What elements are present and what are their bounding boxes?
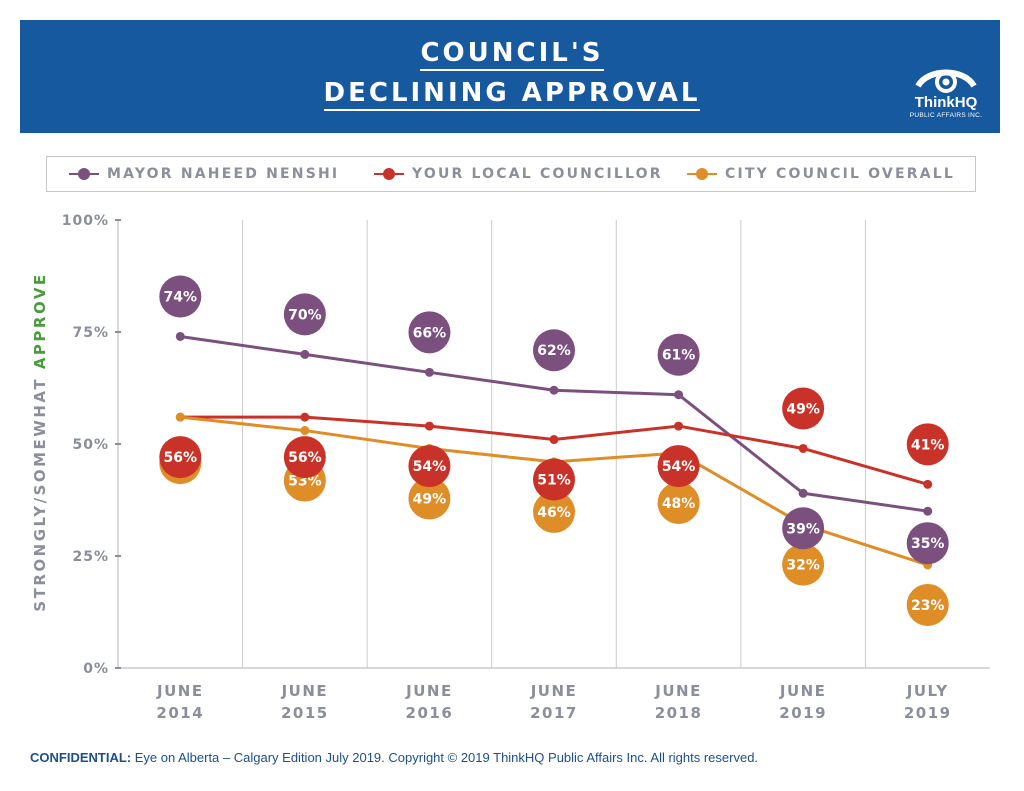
chart-legend: MAYOR NAHEED NENSHI YOUR LOCAL COUNCILLO…: [46, 156, 976, 192]
data-label-bubble: [533, 458, 575, 501]
footer-copyright: CONFIDENTIAL: Eye on Alberta – Calgary E…: [30, 750, 758, 765]
x-tick-label: JUNE: [405, 682, 453, 700]
data-label: 70%: [288, 307, 322, 323]
data-point: [923, 506, 933, 516]
data-label: 61%: [662, 348, 696, 364]
data-label: 54%: [662, 459, 696, 475]
data-label: 56%: [288, 450, 322, 466]
data-label-bubble: [283, 293, 326, 336]
data-label-bubble: [159, 436, 202, 479]
data-label: 49%: [786, 401, 820, 417]
footer-text: Eye on Alberta – Calgary Edition July 20…: [134, 750, 759, 765]
x-tick-label: JUNE: [530, 682, 578, 700]
x-tick-label: 2014: [156, 704, 204, 722]
data-label-bubble: [657, 445, 700, 488]
title-line-1: COUNCIL'S: [0, 38, 1024, 71]
data-point: [175, 331, 185, 341]
data-point: [798, 488, 808, 498]
logo-wordmark: ThinkHQ: [914, 94, 978, 111]
data-point: [300, 412, 310, 422]
y-tick-label: 75%: [72, 325, 109, 341]
data-label: 46%: [537, 505, 571, 521]
data-label: 35%: [911, 536, 945, 552]
data-label-bubble: [533, 329, 575, 372]
data-point: [175, 412, 185, 422]
y-tick-label: 50%: [72, 437, 109, 453]
data-label-bubble: [408, 445, 451, 488]
data-label-bubble: [657, 481, 700, 524]
data-point: [424, 367, 434, 377]
data-label: 66%: [413, 325, 447, 341]
x-tick-label: 2018: [655, 704, 703, 722]
y-tick-label: 100%: [62, 213, 109, 229]
data-point: [798, 443, 808, 453]
data-label: 54%: [413, 459, 447, 475]
x-tick-label: JUNE: [779, 682, 827, 700]
data-label-bubble: [906, 423, 949, 466]
data-label-bubble: [782, 387, 825, 430]
legend-item-mayor: MAYOR NAHEED NENSHI: [69, 157, 339, 191]
x-tick-label: 2015: [281, 704, 329, 722]
header-banner: [20, 20, 1000, 133]
data-label: 32%: [786, 558, 820, 574]
data-point: [424, 421, 434, 431]
logo-subtext: PUBLIC AFFAIRS INC.: [909, 112, 983, 119]
x-tick-label: JUNE: [654, 682, 702, 700]
data-label: 23%: [911, 598, 945, 614]
data-label-bubble: [408, 311, 451, 354]
thinkhq-logo: ThinkHQ PUBLIC AFFAIRS INC.: [906, 62, 986, 126]
data-label-bubble: [533, 490, 575, 533]
x-tick-label: JUNE: [156, 682, 204, 700]
x-tick-label: 2016: [406, 704, 454, 722]
data-point: [674, 390, 684, 400]
data-point: [674, 421, 684, 431]
data-label-bubble: [657, 333, 700, 376]
x-tick-label: 2019: [904, 704, 952, 722]
legend-swatch-councillor: [374, 168, 404, 180]
legend-swatch-council: [687, 168, 717, 180]
x-tick-label: 2019: [779, 704, 827, 722]
y-tick-label: 0%: [83, 661, 109, 677]
data-label: 62%: [537, 343, 571, 359]
data-point: [300, 426, 310, 436]
data-label: 49%: [413, 491, 447, 507]
legend-label-mayor: MAYOR NAHEED NENSHI: [107, 166, 340, 182]
data-label-bubble: [408, 477, 451, 520]
data-point: [549, 435, 559, 445]
data-label-bubble: [906, 583, 949, 626]
data-label-bubble: [782, 507, 825, 550]
data-point: [300, 349, 310, 359]
legend-item-councillor: YOUR LOCAL COUNCILLOR: [374, 157, 663, 191]
y-tick-label: 25%: [72, 549, 109, 565]
data-point: [923, 479, 933, 489]
data-label-bubble: [283, 436, 326, 479]
data-label: 53%: [288, 474, 322, 490]
legend-label-councillor: YOUR LOCAL COUNCILLOR: [412, 166, 663, 182]
title-line-2: DECLINING APPROVAL: [0, 78, 1024, 111]
data-label: 39%: [786, 521, 820, 537]
x-tick-label: JULY: [906, 682, 949, 700]
data-label-bubble: [782, 543, 825, 586]
data-label: 56%: [164, 450, 198, 466]
x-tick-label: 2017: [530, 704, 578, 722]
data-label: 41%: [911, 437, 945, 453]
data-label-bubble: [906, 522, 949, 565]
legend-item-council: CITY COUNCIL OVERALL: [687, 157, 955, 191]
legend-swatch-mayor: [69, 168, 99, 180]
x-tick-label: JUNE: [281, 682, 329, 700]
footer-confidential-label: CONFIDENTIAL:: [30, 750, 132, 765]
data-label: 48%: [662, 496, 696, 512]
data-point: [549, 385, 559, 395]
data-label-bubble: [159, 275, 202, 318]
data-label: 51%: [537, 473, 571, 489]
eye-icon: [915, 69, 977, 93]
data-label: 74%: [164, 289, 198, 305]
legend-label-council: CITY COUNCIL OVERALL: [725, 166, 955, 182]
